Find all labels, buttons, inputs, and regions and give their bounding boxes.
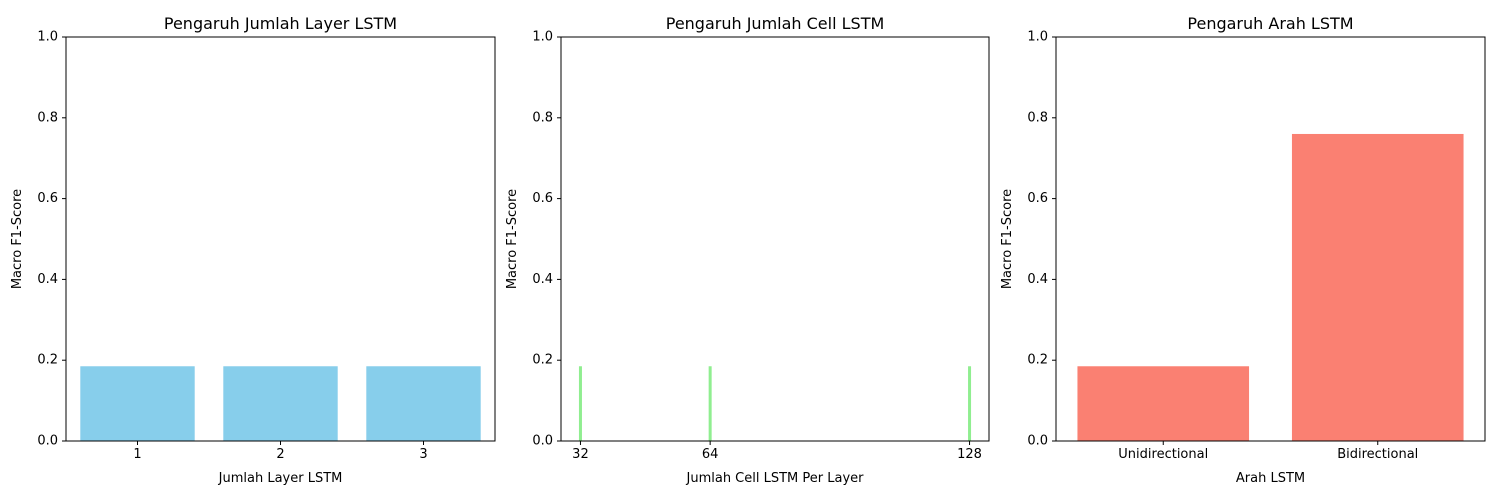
- y-tick-label: 0.0: [37, 434, 58, 449]
- x-axis-label: Jumlah Layer LSTM: [218, 471, 343, 486]
- bar: [80, 366, 195, 441]
- y-tick-label: 0.8: [1027, 110, 1048, 125]
- y-tick-label: 0.4: [1027, 272, 1048, 287]
- bar: [968, 366, 972, 441]
- axes-frame: [65, 36, 496, 442]
- axes-frame: [1055, 36, 1486, 442]
- bar: [223, 366, 338, 441]
- y-tick-label: 0.8: [37, 110, 58, 125]
- y-tick-label: 1.0: [1027, 30, 1048, 45]
- x-tick-label: 32: [572, 447, 589, 462]
- y-tick-label: 0.4: [532, 272, 553, 287]
- x-tick-label: 2: [276, 447, 284, 462]
- x-tick-label: 128: [957, 447, 982, 462]
- axes-frame: [560, 36, 990, 442]
- y-axis-label: Macro F1-Score: [1000, 189, 1015, 289]
- bar: [366, 366, 481, 441]
- chart-title: Pengaruh Arah LSTM: [1187, 14, 1353, 33]
- x-axis-label: Arah LSTM: [1236, 471, 1305, 486]
- x-tick-label: 1: [133, 447, 141, 462]
- chart-title: Pengaruh Jumlah Cell LSTM: [666, 14, 885, 33]
- y-tick-label: 1.0: [532, 30, 553, 45]
- chart-panel-1: Pengaruh Jumlah Layer LSTM 0.0 0.2 0.4 0.6 0.…: [10, 14, 496, 486]
- y-axis-label: Macro F1-Score: [505, 189, 520, 289]
- chart-panel-3: Pengaruh Arah LSTM 0.0 0.2 0.4 0.6 0.8 1.0 Unid…: [1000, 14, 1486, 486]
- y-tick-label: 1.0: [37, 30, 58, 45]
- x-tick-label: 3: [419, 447, 427, 462]
- bar: [1077, 366, 1250, 441]
- y-tick-label: 0.0: [1027, 434, 1048, 449]
- x-tick-label: Bidirectional: [1337, 447, 1418, 462]
- x-tick-label: 64: [702, 447, 719, 462]
- y-tick-label: 0.2: [532, 353, 553, 368]
- chart-title: Pengaruh Jumlah Layer LSTM: [164, 14, 397, 33]
- y-tick-label: 0.4: [37, 272, 58, 287]
- bar: [578, 366, 582, 441]
- chart-panel-2: Pengaruh Jumlah Cell LSTM 0.0 0.2 0.4 0.6 0.8…: [505, 14, 990, 486]
- y-tick-label: 0.6: [37, 191, 58, 206]
- y-tick-label: 0.0: [532, 434, 553, 449]
- y-axis-label: Macro F1-Score: [10, 189, 25, 289]
- bar: [708, 366, 712, 441]
- y-tick-label: 0.6: [532, 191, 553, 206]
- x-axis-label: Jumlah Cell LSTM Per Layer: [686, 471, 865, 486]
- y-tick-label: 0.6: [1027, 191, 1048, 206]
- y-tick-label: 0.2: [1027, 353, 1048, 368]
- x-tick-label: Unidirectional: [1118, 447, 1208, 462]
- y-tick-label: 0.2: [37, 353, 58, 368]
- y-tick-label: 0.8: [532, 110, 553, 125]
- bar: [1291, 133, 1464, 441]
